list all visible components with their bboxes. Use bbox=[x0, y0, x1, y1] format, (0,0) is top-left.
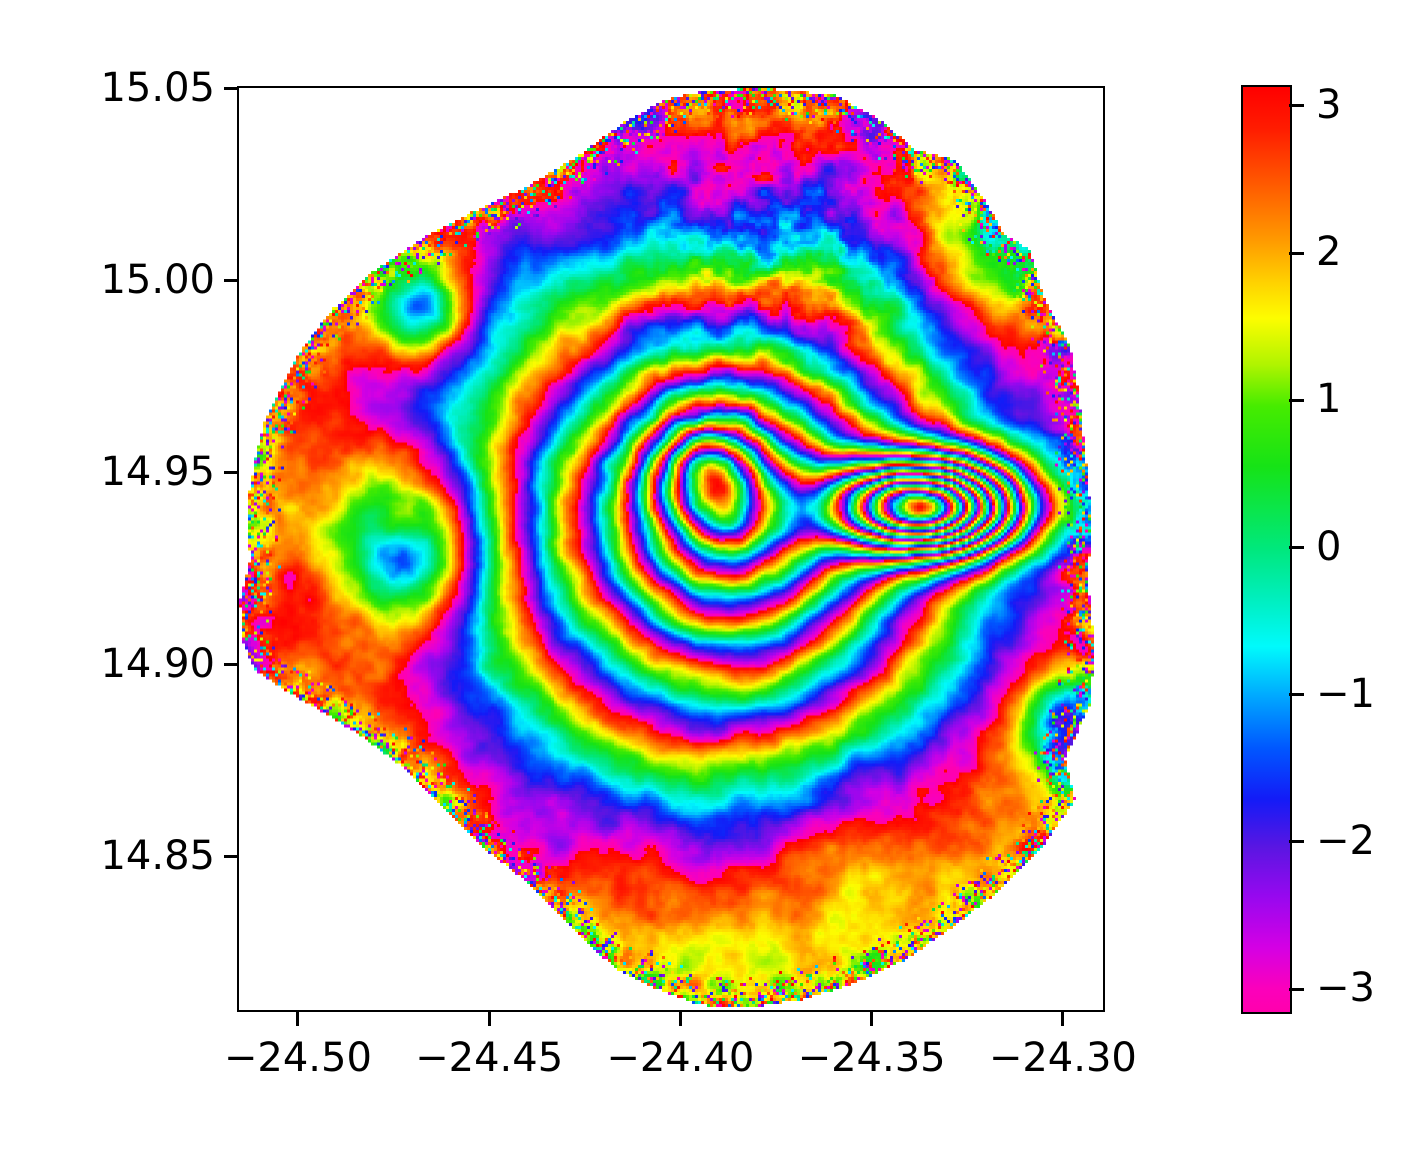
colorbar-tick-label: 0 bbox=[1316, 523, 1342, 570]
plot-area bbox=[237, 86, 1105, 1012]
x-tick-label: −24.30 bbox=[988, 1035, 1137, 1081]
y-tick-mark bbox=[224, 854, 238, 858]
y-tick-mark bbox=[224, 662, 238, 666]
x-tick-mark bbox=[870, 1012, 874, 1026]
colorbar-tick-mark bbox=[1289, 104, 1304, 108]
colorbar-tick-mark bbox=[1289, 546, 1304, 549]
colorbar-tick-label: 2 bbox=[1316, 229, 1342, 276]
x-tick-label: −24.35 bbox=[797, 1035, 946, 1081]
colorbar-tick-label: 1 bbox=[1316, 376, 1342, 423]
colorbar-tick-label: 3 bbox=[1316, 81, 1342, 128]
x-tick-label: −24.45 bbox=[415, 1035, 564, 1081]
x-tick-mark bbox=[296, 1012, 300, 1026]
y-tick-mark bbox=[224, 470, 238, 474]
y-tick-label: 14.85 bbox=[100, 833, 215, 880]
x-tick-mark bbox=[487, 1012, 491, 1026]
y-tick-mark bbox=[224, 278, 238, 282]
x-tick-label: −24.40 bbox=[606, 1035, 755, 1081]
colorbar-tick-label: −1 bbox=[1316, 670, 1375, 717]
colorbar-tick-label: −3 bbox=[1316, 965, 1375, 1012]
interferogram-heatmap-canvas bbox=[239, 88, 1103, 1010]
colorbar-tick-mark bbox=[1289, 251, 1304, 255]
colorbar-tick-mark bbox=[1289, 840, 1304, 844]
y-tick-label: 14.95 bbox=[100, 449, 215, 496]
x-tick-label: −24.50 bbox=[223, 1035, 372, 1081]
colorbar bbox=[1241, 85, 1292, 1014]
colorbar-tick-label: −2 bbox=[1316, 817, 1375, 864]
colorbar-tick-mark bbox=[1289, 398, 1304, 402]
x-tick-mark bbox=[678, 1012, 682, 1026]
y-tick-label: 15.00 bbox=[100, 257, 215, 304]
x-tick-mark bbox=[1061, 1012, 1065, 1026]
colorbar-tick-mark bbox=[1289, 987, 1304, 991]
colorbar-gradient bbox=[1243, 87, 1290, 1012]
y-tick-mark bbox=[224, 86, 238, 90]
y-tick-label: 15.05 bbox=[100, 65, 215, 111]
colorbar-tick-mark bbox=[1289, 693, 1304, 697]
y-tick-label: 14.90 bbox=[100, 641, 215, 688]
